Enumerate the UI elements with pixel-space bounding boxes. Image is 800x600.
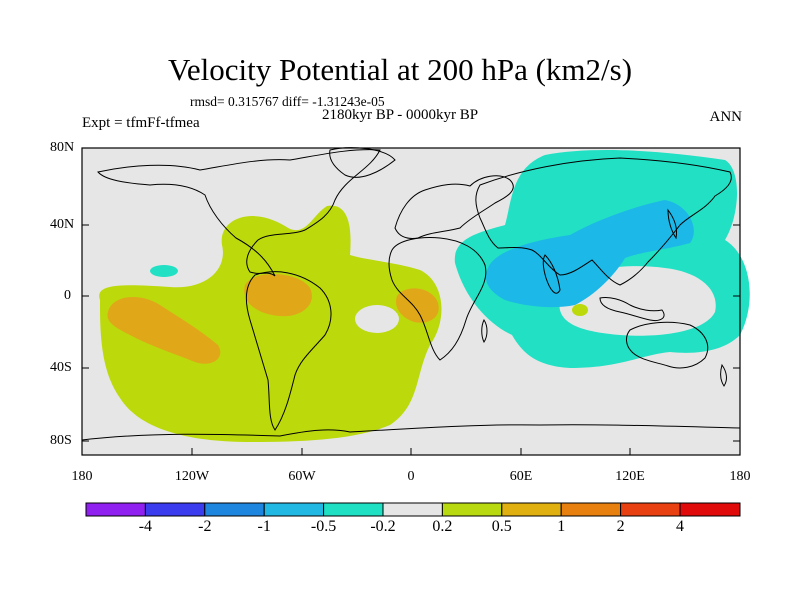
colorbar-box-4 [263, 502, 325, 517]
positive-blob-indian-ocean [572, 304, 588, 316]
lon-label-120w: 120W [174, 469, 210, 484]
longitude-ticks [81, 448, 741, 455]
negative-core-asia [485, 200, 694, 308]
positive-anomaly-region [99, 205, 442, 442]
colorbar-label-9: 2 [616, 518, 625, 535]
coastline-india [542, 254, 561, 294]
colorbar-label-3: -1 [257, 518, 271, 535]
season-label: ANN [709, 109, 743, 125]
colorbar-box-6 [382, 502, 443, 517]
coastline-asia [475, 157, 732, 286]
coastline-australia [626, 321, 709, 369]
lon-label-60e: 60E [509, 469, 533, 484]
colorbar-label-6: 0.2 [432, 518, 453, 535]
colorbar-label-4: -0.5 [310, 518, 337, 535]
lat-label-80n: 80N [50, 140, 75, 155]
coastline-indonesia [599, 297, 665, 321]
coastline-south-america [245, 271, 332, 431]
colorbar-label-7: 0.5 [491, 518, 512, 535]
latitude-ticks [82, 147, 740, 442]
colorbar [85, 502, 741, 517]
colorbar-box-11 [679, 502, 741, 517]
colorbar-box-7 [441, 502, 503, 517]
coastline-europe [394, 175, 514, 239]
statistics-label: rmsd= 0.315767 diff= -1.31243e-05 [190, 94, 385, 109]
period-label: 2180kyr BP - 0000kyr BP [322, 107, 479, 123]
lon-label-180w: 180 [71, 469, 93, 484]
colorbar-label-5: -0.2 [370, 518, 396, 535]
positive-core-south-america [244, 273, 312, 317]
coastline-antarctica [81, 424, 741, 441]
lat-label-40s: 40S [50, 360, 72, 375]
colorbar-box-1 [85, 502, 146, 517]
coastline-madagascar [481, 319, 488, 343]
negative-blob-pacific [150, 265, 178, 277]
coastline-north-america [97, 149, 381, 277]
lon-label-180e: 180 [729, 469, 751, 484]
coastline-new-zealand [720, 363, 727, 387]
map-title: Velocity Potential at 200 hPa (km2/s) [167, 52, 633, 87]
coastlines [81, 147, 741, 441]
coastline-africa [388, 237, 487, 361]
positive-core-africa [396, 288, 439, 323]
colorbar-box-9 [560, 502, 622, 517]
lat-label-80s: 80S [50, 433, 72, 448]
positive-core-east-pacific [107, 296, 221, 364]
colorbar-box-3 [204, 502, 265, 517]
colorbar-box-5 [323, 502, 384, 517]
lon-label-0: 0 [407, 469, 415, 484]
lon-label-120e: 120E [615, 469, 645, 484]
equatorial-atlantic-gap [355, 305, 399, 333]
colorbar-label-1: -4 [138, 518, 153, 535]
coastline-japan [667, 208, 677, 240]
colorbar-box-8 [501, 502, 562, 517]
lat-label-0: 0 [64, 288, 71, 303]
lon-label-60w: 60W [288, 469, 316, 484]
colorbar-label-8: 1 [557, 518, 566, 535]
colorbar-box-10 [620, 502, 681, 517]
colorbar-label-2: -2 [198, 518, 212, 535]
colorbar-box-2 [144, 502, 206, 517]
lat-label-40n: 40N [50, 217, 75, 232]
experiment-label: Expt = tfmFf-tfmea [82, 115, 200, 131]
colorbar-label-10: 4 [676, 518, 684, 535]
